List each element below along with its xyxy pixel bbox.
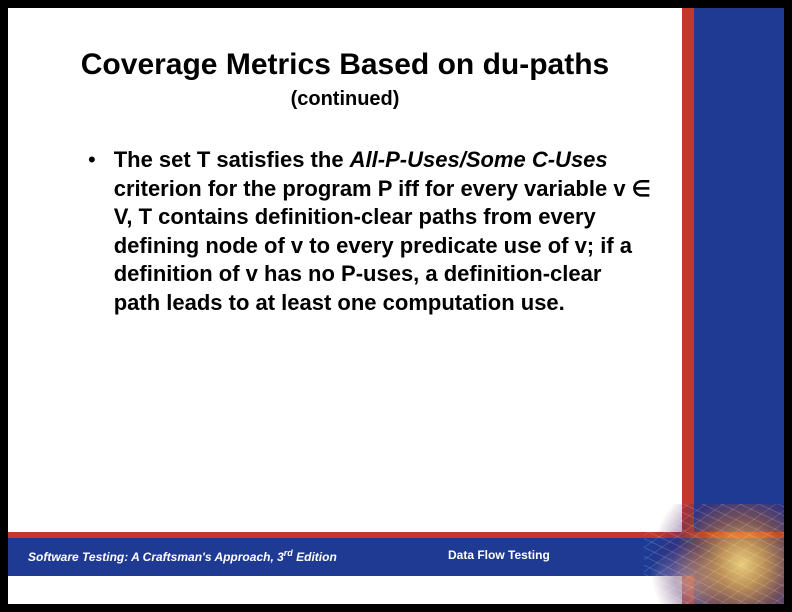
slide-title: Coverage Metrics Based on du-paths [38,48,652,82]
slide-container: Coverage Metrics Based on du-paths (cont… [8,8,784,604]
footer-book-title: Software Testing: A Craftsman's Approach… [28,548,337,564]
bullet-text: The set T satisfies the All-P-Uses/Some … [114,146,652,318]
corner-decorative-image [644,504,784,604]
footer-book-prefix: Software Testing: A Craftsman's Approach… [28,550,284,564]
footer-book-suffix: Edition [293,550,337,564]
bullet-item: • The set T satisfies the All-P-Uses/Som… [88,146,652,318]
slide-subtitle: (continued) [38,88,652,111]
bullet-italic: All-P-Uses/Some C-Uses [350,147,608,172]
bullet-suffix: criterion for the program P iff for ever… [114,176,651,315]
bullet-marker: • [88,146,96,175]
footer-chapter: Data Flow Testing [448,548,550,562]
footer-book-sup: rd [284,548,293,558]
content-area: Coverage Metrics Based on du-paths (cont… [8,8,682,604]
bullet-prefix: The set T satisfies the [114,147,350,172]
